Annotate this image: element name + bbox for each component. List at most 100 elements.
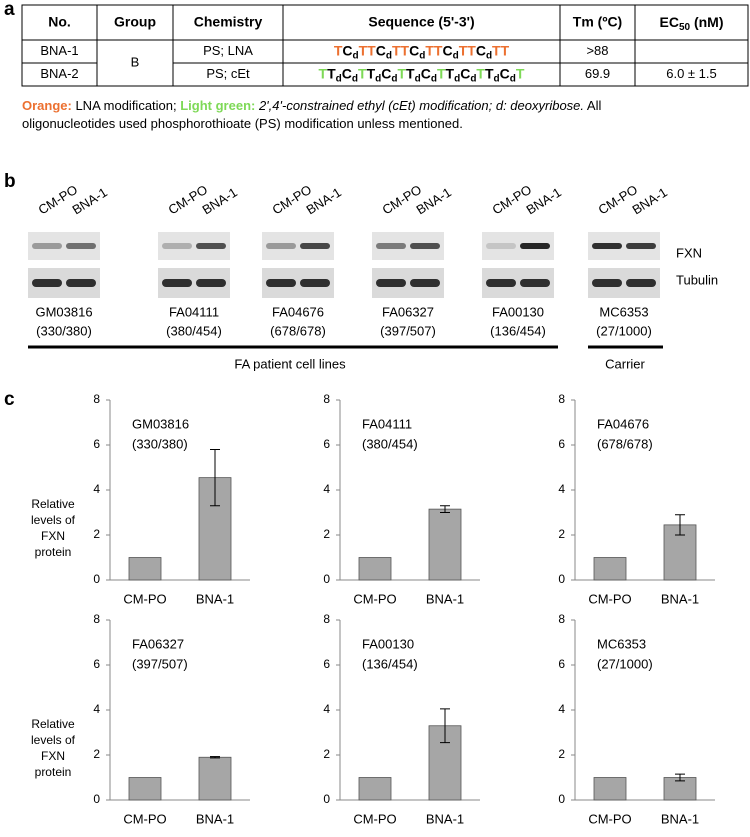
column-header: Chemistry <box>194 14 263 30</box>
y-axis-label: Relative <box>31 497 75 511</box>
base: C <box>476 42 486 58</box>
chart-subtitle: (397/507) <box>132 656 188 671</box>
band <box>66 243 96 249</box>
y-tick-label: 4 <box>323 482 330 496</box>
base: C <box>342 42 352 58</box>
x-tick-label: CM-PO <box>353 811 396 826</box>
base: T <box>516 65 525 81</box>
y-axis-label: protein <box>35 545 72 559</box>
footnote-part: Orange: <box>22 98 72 113</box>
x-tick-label: BNA-1 <box>661 811 699 826</box>
sugar: d <box>431 73 437 84</box>
base: T <box>334 42 343 58</box>
band <box>410 243 440 249</box>
ratio: (27/1000) <box>596 323 652 338</box>
y-tick-label: 0 <box>558 572 565 586</box>
group-label: Carrier <box>605 356 645 371</box>
sugar: d <box>454 73 460 84</box>
sugar: d <box>386 50 392 61</box>
band <box>162 243 192 249</box>
base: T <box>434 42 443 58</box>
no-cell: BNA-2 <box>40 66 78 81</box>
footnote-part: 2',4'-constrained ethyl (cEt) modificati… <box>255 98 584 113</box>
band <box>162 279 192 287</box>
base: T <box>358 65 367 81</box>
bar <box>358 777 392 801</box>
y-tick-label: 2 <box>558 747 565 761</box>
y-axis-label: levels of <box>31 513 76 527</box>
y-tick-label: 2 <box>558 527 565 541</box>
base: C <box>442 42 452 58</box>
panel-label: c <box>4 389 15 410</box>
ratio: (136/454) <box>490 323 546 338</box>
base: T <box>401 42 410 58</box>
base: C <box>421 65 431 81</box>
base: T <box>397 65 406 81</box>
cell-line: FA04676 <box>272 304 324 319</box>
band <box>300 243 330 249</box>
bar <box>198 756 232 801</box>
column-header: Tm (ºC) <box>573 14 622 30</box>
y-tick-label: 8 <box>93 612 100 626</box>
band <box>520 243 550 249</box>
chart-title: FA04676 <box>597 416 649 431</box>
sugar: d <box>391 73 397 84</box>
y-tick-label: 0 <box>323 792 330 806</box>
table-border <box>21 4 749 87</box>
band <box>196 279 226 287</box>
sugar: d <box>453 50 459 61</box>
no-cell: BNA-1 <box>40 43 78 58</box>
tm-cell: >88 <box>586 43 608 58</box>
y-tick-label: 2 <box>323 747 330 761</box>
y-tick-label: 0 <box>93 792 100 806</box>
footnote-part: Light green: <box>180 98 255 113</box>
footnote: oligonucleotides used phosphorothioate (… <box>22 116 463 131</box>
band <box>410 279 440 287</box>
base: C <box>460 65 470 81</box>
y-tick-label: 4 <box>323 702 330 716</box>
ratio: (678/678) <box>270 323 326 338</box>
y-tick-label: 6 <box>558 657 565 671</box>
y-tick-label: 2 <box>93 527 100 541</box>
x-tick-label: CM-PO <box>588 811 631 826</box>
base: T <box>367 65 376 81</box>
sequence: TTdCdTTdCdTTdCdTTdCdTTdCdT <box>319 65 525 84</box>
chart-subtitle: (380/454) <box>362 436 418 451</box>
row-label: FXN <box>676 245 702 260</box>
y-tick-label: 4 <box>558 482 565 496</box>
ratio: (397/507) <box>380 323 436 338</box>
sugar: d <box>419 50 425 61</box>
band <box>626 243 656 249</box>
y-axis-label: FXN <box>41 529 65 543</box>
y-tick-label: 8 <box>93 392 100 406</box>
sugar: d <box>415 73 421 84</box>
bar <box>128 777 162 801</box>
band <box>376 279 406 287</box>
column-header: Group <box>114 14 156 30</box>
group-cell: B <box>131 54 140 69</box>
sugar: d <box>353 50 359 61</box>
x-tick-label: BNA-1 <box>196 811 234 826</box>
base: T <box>327 65 336 81</box>
sugar: d <box>336 73 342 84</box>
chart-subtitle: (678/678) <box>597 436 653 451</box>
y-axis-label: FXN <box>41 749 65 763</box>
panel-label: a <box>4 0 15 20</box>
y-tick-label: 2 <box>323 527 330 541</box>
chart-title: FA04111 <box>362 416 412 431</box>
row-label: Tubulin <box>676 272 718 287</box>
band <box>592 243 622 249</box>
cell-line: FA04111 <box>169 304 219 319</box>
cell-line: FA00130 <box>492 304 544 319</box>
base: C <box>500 65 510 81</box>
sugar: d <box>470 73 476 84</box>
sugar: d <box>352 73 358 84</box>
column-header: No. <box>48 14 71 30</box>
base: T <box>319 65 328 81</box>
bar <box>593 777 627 801</box>
chart-title: MC6353 <box>597 636 646 651</box>
band <box>32 279 62 287</box>
header-part: (nM) <box>690 14 723 30</box>
header-sub: 50 <box>679 22 691 33</box>
